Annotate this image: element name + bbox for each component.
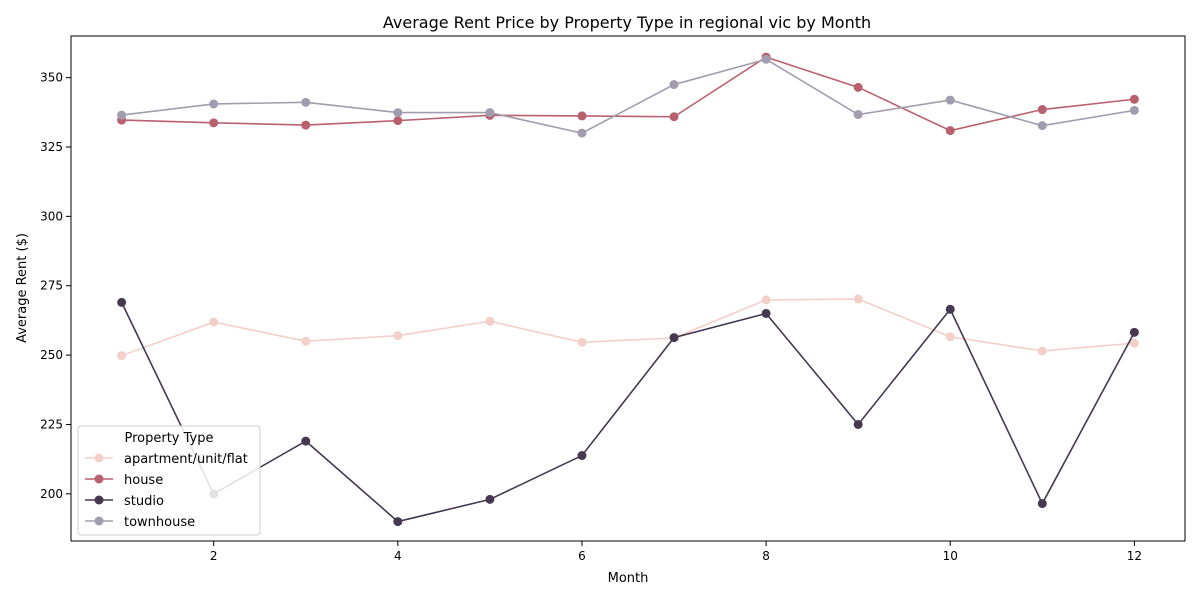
x-tick-label: 10 [943, 549, 958, 563]
legend-label: townhouse [124, 515, 195, 530]
data-point [853, 294, 863, 304]
series-line [121, 298, 1135, 357]
series-3 [117, 54, 1139, 138]
data-point [761, 54, 771, 64]
y-tick-label: 325 [40, 140, 63, 154]
data-point [577, 337, 587, 347]
legend-marker [94, 474, 104, 484]
data-point [945, 304, 955, 314]
chart-title: Average Rent Price by Property Type in r… [383, 13, 871, 32]
legend-label: studio [124, 494, 164, 509]
data-point [1129, 327, 1139, 337]
data-point [669, 80, 679, 90]
data-point [1037, 499, 1047, 509]
legend-entry: townhouse [85, 515, 195, 530]
data-point [853, 82, 863, 92]
data-point [945, 332, 955, 342]
data-point [393, 517, 403, 527]
data-point [1129, 94, 1139, 104]
data-point [577, 451, 587, 461]
x-tick-label: 4 [394, 549, 402, 563]
x-tick-label: 2 [210, 549, 218, 563]
y-tick-label: 300 [40, 209, 63, 223]
data-point [485, 108, 495, 118]
legend-label: house [124, 473, 163, 488]
x-axis: 2 4 6 8 10 12 [210, 541, 1142, 563]
plot-area [117, 52, 1139, 527]
legend-entry: apartment/unit/flat [85, 452, 248, 467]
series-line [121, 56, 1135, 132]
data-point [945, 95, 955, 105]
legend-marker [94, 453, 104, 463]
data-point [393, 116, 403, 126]
data-point [577, 111, 587, 121]
legend-marker [94, 516, 104, 526]
y-tick-label: 250 [40, 348, 63, 362]
data-point [117, 297, 127, 307]
data-point [209, 118, 219, 128]
legend: Property Type apartment/unit/flat house st… [77, 425, 261, 536]
data-point [577, 128, 587, 138]
x-tick-label: 6 [578, 549, 586, 563]
data-point [853, 110, 863, 120]
legend-label: apartment/unit/flat [124, 452, 248, 467]
data-point [301, 97, 311, 107]
series-line [120, 302, 1136, 523]
data-point [1037, 105, 1047, 115]
data-point [301, 436, 311, 446]
data-point [1037, 346, 1047, 356]
y-tick-label: 350 [40, 71, 63, 85]
data-point [117, 110, 127, 120]
data-point [669, 112, 679, 122]
series-0 [117, 294, 1139, 361]
series-1 [117, 52, 1139, 136]
data-point [209, 99, 219, 109]
plot-frame [70, 35, 1186, 542]
data-point [209, 317, 219, 327]
data-point [117, 351, 127, 361]
legend-marker [94, 495, 104, 505]
x-tick-label: 12 [1127, 549, 1142, 563]
data-point [761, 295, 771, 305]
y-axis-label: Average Rent ($) [15, 233, 30, 343]
data-point [1037, 121, 1047, 131]
legend-entry: studio [85, 494, 164, 509]
y-axis: 200 225 250 275 300 325 350 [40, 71, 71, 501]
y-tick-label: 200 [40, 487, 63, 501]
y-tick-label: 225 [40, 417, 63, 431]
series-line [121, 58, 1135, 134]
x-axis-label: Month [608, 571, 649, 586]
legend-title: Property Type [124, 431, 213, 446]
data-point [301, 336, 311, 346]
data-point [669, 333, 679, 343]
x-tick-label: 8 [762, 549, 770, 563]
legend-box [77, 425, 261, 536]
series-2 [117, 297, 1139, 527]
data-point [761, 308, 771, 318]
data-point [945, 126, 955, 136]
data-point [1129, 338, 1139, 348]
data-point [485, 316, 495, 326]
data-point [853, 419, 863, 429]
data-point [1129, 105, 1139, 115]
data-point [393, 331, 403, 341]
y-tick-label: 275 [40, 279, 63, 293]
data-point [485, 494, 495, 504]
data-point [301, 120, 311, 130]
legend-entry: house [85, 473, 163, 488]
data-point [393, 108, 403, 118]
